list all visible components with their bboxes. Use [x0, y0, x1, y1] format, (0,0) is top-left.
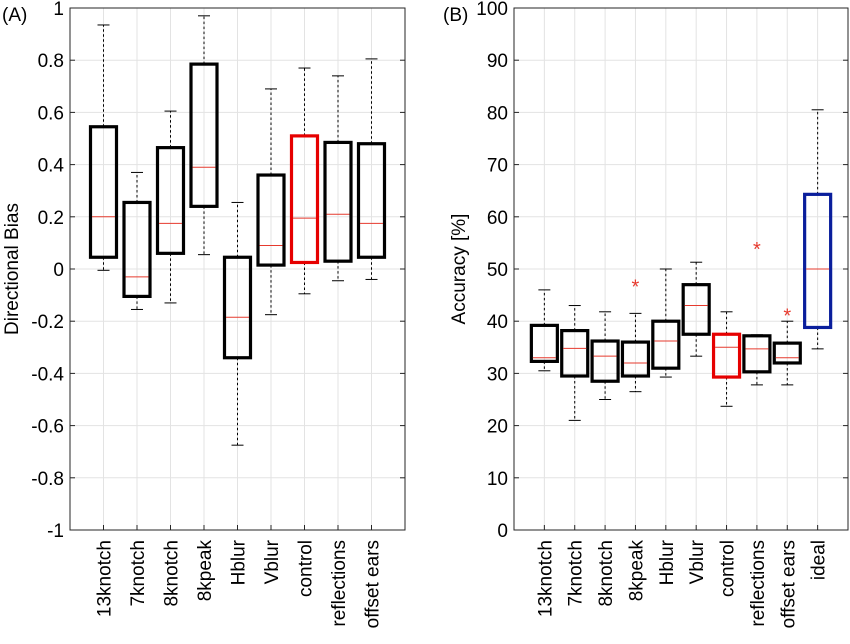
iqr-box [289, 134, 320, 265]
box-hblur [222, 201, 253, 446]
iqr-box [529, 323, 559, 363]
y-tick-label: -0.2 [31, 312, 64, 333]
iqr-box [620, 340, 651, 378]
x-tick-label: offset ears [778, 540, 799, 628]
x-tick-label: Hblur [657, 539, 678, 585]
y-tick-label: -0.8 [31, 469, 64, 490]
x-tick-label: 7knotch [566, 540, 587, 607]
iqr-box [222, 255, 253, 360]
x-ticks-b: 13knotch 7knotch 8knotch 8kpeak Hblur Vblur co… [535, 525, 830, 628]
y-tick-label: 10 [487, 469, 508, 490]
x-tick-label: 8knotch [162, 540, 183, 607]
x-tick-label: ideal [809, 540, 830, 580]
y-tick-label: 100 [476, 0, 508, 20]
y-tick-label: 0.6 [38, 103, 64, 124]
iqr-box [356, 142, 387, 259]
y-tick-label: 50 [487, 260, 508, 281]
box-hblur [651, 268, 681, 378]
iqr-box [651, 319, 681, 370]
box-ideal [803, 109, 833, 350]
outlier-marker: * [783, 305, 791, 327]
iqr-box [711, 332, 742, 379]
box-offset-ears: * [772, 305, 802, 386]
box-8kpeak: * [620, 277, 651, 393]
iqr-box [155, 146, 186, 255]
y-tick-label: 60 [487, 208, 508, 229]
panel-b-accuracy: * * * 0 10 20 30 40 50 60 70 80 90 100 13knotch 7knot… [443, 0, 849, 628]
boxes-b: * * * [529, 109, 833, 421]
iqr-box [323, 140, 353, 263]
box-7knotch [122, 171, 152, 310]
panel-a-directional-bias: -1 -0.8 -0.6 -0.4 -0.2 0 0.2 0.4 0.6 0.8 1 13knotc… [2, 0, 406, 628]
x-tick-label: Vblur [687, 539, 708, 584]
y-ticks-b: 0 10 20 30 40 50 60 70 80 90 100 [476, 0, 848, 542]
iqr-box [803, 192, 833, 330]
y-tick-label: 30 [487, 364, 508, 385]
box-control [711, 311, 742, 407]
box-offset-ears [356, 58, 387, 280]
y-axis-label-a: Directional Bias [2, 203, 23, 335]
iqr-box [88, 125, 119, 259]
iqr-box [256, 173, 286, 267]
x-tick-label: 13knotch [535, 540, 556, 617]
x-ticks-a: 13knotch 7knotch 8knotch 8kpeak Hblur Vblur co… [95, 525, 384, 628]
x-tick-label: 13knotch [95, 540, 116, 617]
iqr-box [772, 341, 802, 365]
y-tick-label: 0 [53, 260, 64, 281]
x-tick-label: control [296, 540, 317, 597]
x-tick-label: Hblur [229, 539, 250, 585]
x-tick-label: 8knotch [596, 540, 617, 607]
iqr-box [189, 62, 219, 208]
y-axis-label-b: Accuracy [%] [449, 214, 470, 325]
box-reflections [323, 75, 353, 282]
box-vblur [681, 261, 711, 357]
y-tick-label: 1 [53, 0, 64, 20]
x-tick-label: reflections [748, 540, 769, 627]
x-tick-label: reflections [329, 540, 350, 627]
box-7knotch [560, 305, 590, 421]
box-control [289, 67, 320, 295]
y-tick-label: 40 [487, 312, 508, 333]
x-tick-label: 7knotch [128, 540, 149, 607]
y-tick-label: 70 [487, 156, 508, 177]
panel-label-a: (A) [2, 5, 27, 26]
x-tick-label: control [718, 540, 739, 597]
box-8knotch [155, 110, 186, 304]
box-13knotch [529, 289, 559, 372]
y-tick-label: 0.4 [38, 156, 65, 177]
box-8kpeak [189, 15, 219, 256]
x-tick-label: Vblur [262, 539, 283, 584]
outlier-marker: * [632, 277, 640, 299]
y-tick-label: 0 [497, 521, 508, 542]
iqr-box [590, 339, 620, 383]
box-vblur [256, 88, 286, 316]
y-tick-label: 20 [487, 417, 508, 438]
y-tick-label: 0.2 [38, 208, 64, 229]
box-8knotch [590, 311, 620, 400]
y-tick-label: 80 [487, 103, 508, 124]
y-tick-label: -0.4 [31, 364, 64, 385]
x-tick-label: offset ears [363, 540, 384, 628]
y-ticks-a: -1 -0.8 -0.6 -0.4 -0.2 0 0.2 0.4 0.6 0.8 1 [31, 0, 405, 542]
x-tick-label: 8kpeak [195, 540, 216, 602]
iqr-box [560, 328, 590, 378]
boxes-a [88, 15, 387, 446]
box-13knotch [88, 24, 119, 271]
outlier-marker: * [753, 239, 761, 261]
iqr-box [122, 200, 152, 299]
iqr-box [742, 334, 772, 374]
panel-label-b: (B) [443, 5, 468, 26]
box-reflections: * [742, 239, 772, 386]
y-tick-label: 0.8 [38, 51, 64, 72]
y-tick-label: -0.6 [31, 417, 64, 438]
y-tick-label: -1 [47, 521, 64, 542]
x-tick-label: 8kpeak [626, 540, 647, 602]
iqr-box [681, 283, 711, 336]
y-tick-label: 90 [487, 51, 508, 72]
